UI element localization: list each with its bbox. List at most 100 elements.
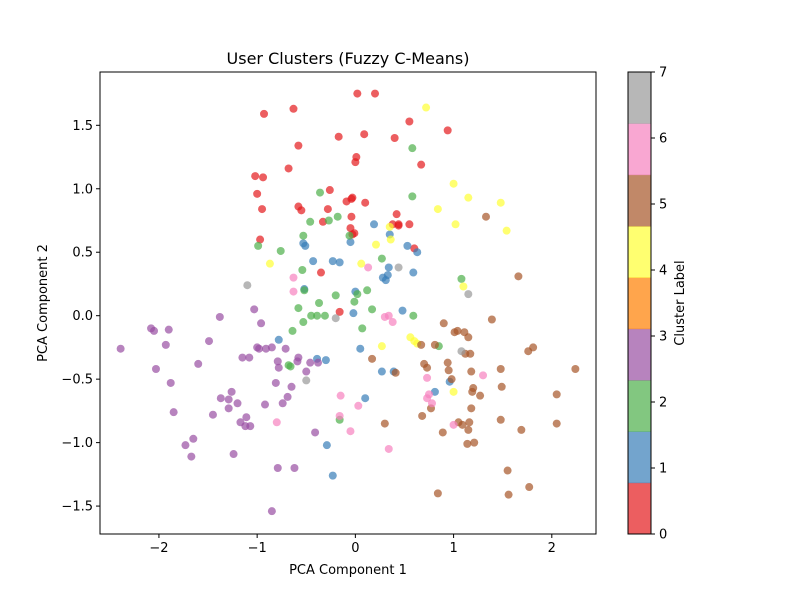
data-point-cluster-6 bbox=[417, 340, 426, 349]
data-point-cluster-3 bbox=[242, 413, 251, 422]
data-point-cluster-2 bbox=[333, 212, 342, 221]
data-point-cluster-6 bbox=[464, 333, 473, 342]
data-point-cluster-3 bbox=[302, 367, 311, 376]
data-point-cluster-0 bbox=[405, 220, 414, 229]
y-tick-label: −1.5 bbox=[61, 500, 93, 515]
data-point-cluster-3 bbox=[281, 344, 290, 353]
data-point-cluster-7 bbox=[346, 427, 355, 436]
data-point-cluster-5 bbox=[265, 259, 274, 268]
data-point-cluster-6 bbox=[529, 343, 538, 352]
data-point-cluster-3 bbox=[274, 363, 283, 372]
data-point-cluster-5 bbox=[459, 282, 468, 291]
data-point-cluster-3 bbox=[250, 305, 259, 314]
x-axis-ticks: −2 −1 0 1 2 bbox=[149, 534, 556, 556]
colorbar-segment bbox=[628, 482, 651, 535]
data-point-cluster-6 bbox=[380, 419, 389, 428]
data-point-cluster-0 bbox=[256, 235, 265, 244]
data-point-cluster-3 bbox=[241, 422, 250, 431]
data-point-cluster-3 bbox=[290, 464, 299, 472]
data-point-cluster-1 bbox=[346, 238, 355, 247]
data-point-cluster-2 bbox=[313, 311, 322, 320]
data-point-cluster-3 bbox=[267, 343, 276, 352]
data-point-cluster-2 bbox=[457, 274, 466, 283]
data-point-cluster-0 bbox=[260, 109, 269, 118]
data-point-cluster-6 bbox=[514, 272, 523, 281]
data-point-cluster-0 bbox=[323, 205, 332, 214]
data-point-cluster-0 bbox=[325, 186, 334, 195]
data-point-cluster-2 bbox=[331, 291, 340, 300]
data-point-cluster-1 bbox=[321, 356, 330, 365]
colorbar-tick-label: 3 bbox=[659, 330, 667, 345]
colorbar-segment bbox=[628, 174, 651, 227]
data-point-cluster-2 bbox=[345, 231, 354, 240]
data-point-cluster-3 bbox=[233, 399, 242, 408]
colorbar-tick-label: 0 bbox=[659, 528, 667, 543]
data-point-cluster-6 bbox=[465, 418, 474, 427]
data-point-cluster-2 bbox=[408, 144, 417, 153]
colorbar-tick-label: 1 bbox=[659, 462, 667, 477]
data-point-cluster-0 bbox=[443, 126, 452, 135]
data-point-cluster-3 bbox=[273, 357, 282, 366]
data-point-cluster-3 bbox=[287, 382, 296, 391]
data-point-cluster-3 bbox=[181, 441, 190, 450]
y-tick-label: 1.0 bbox=[72, 182, 93, 197]
data-point-cluster-6 bbox=[571, 365, 580, 373]
data-point-cluster-5 bbox=[422, 103, 431, 112]
data-point-cluster-7 bbox=[388, 318, 397, 327]
data-point-cluster-0 bbox=[289, 104, 298, 113]
data-point-cluster-1 bbox=[328, 257, 337, 266]
data-point-cluster-7 bbox=[384, 444, 393, 453]
x-tick-label: 0 bbox=[351, 541, 359, 556]
colorbar-segment bbox=[628, 226, 651, 278]
data-point-cluster-6 bbox=[443, 358, 452, 367]
data-point-cluster-1 bbox=[356, 344, 365, 353]
data-point-cluster-5 bbox=[449, 387, 458, 396]
data-point-cluster-1 bbox=[301, 241, 310, 250]
data-point-cluster-1 bbox=[309, 257, 318, 266]
data-point-cluster-2 bbox=[316, 188, 325, 197]
data-point-cluster-2 bbox=[307, 311, 316, 320]
data-point-cluster-8 bbox=[394, 263, 403, 272]
data-point-cluster-2 bbox=[320, 311, 329, 320]
data-point-cluster-0 bbox=[294, 202, 303, 211]
data-point-cluster-2 bbox=[377, 254, 386, 263]
data-point-cluster-2 bbox=[363, 286, 372, 295]
data-point-cluster-5 bbox=[502, 226, 511, 235]
data-point-cluster-1 bbox=[409, 268, 418, 277]
data-point-cluster-0 bbox=[371, 89, 380, 98]
data-point-cluster-5 bbox=[496, 198, 505, 207]
data-point-cluster-6 bbox=[467, 404, 476, 413]
data-point-cluster-3 bbox=[166, 378, 175, 387]
data-point-cluster-0 bbox=[361, 198, 370, 207]
data-point-cluster-5 bbox=[386, 235, 395, 244]
data-point-cluster-3 bbox=[271, 378, 280, 387]
data-point-cluster-1 bbox=[377, 367, 386, 376]
data-point-cluster-6 bbox=[418, 411, 427, 420]
data-point-cluster-7 bbox=[427, 399, 436, 408]
data-point-cluster-3 bbox=[311, 428, 320, 437]
data-point-cluster-7 bbox=[423, 373, 432, 382]
data-point-cluster-2 bbox=[408, 192, 417, 201]
data-point-cluster-2 bbox=[254, 241, 263, 250]
data-point-cluster-6 bbox=[368, 354, 377, 363]
colorbar-segment bbox=[628, 380, 651, 432]
data-point-cluster-6 bbox=[447, 375, 456, 384]
data-point-cluster-0 bbox=[251, 172, 260, 181]
data-point-cluster-7 bbox=[336, 391, 345, 400]
data-point-cluster-3 bbox=[227, 387, 236, 396]
data-point-cluster-2 bbox=[294, 304, 303, 313]
data-point-cluster-6 bbox=[482, 212, 490, 221]
data-point-cluster-6 bbox=[433, 489, 442, 498]
colorbar-tick-label: 5 bbox=[659, 198, 667, 213]
data-point-cluster-3 bbox=[116, 344, 125, 353]
data-point-cluster-1 bbox=[335, 258, 344, 267]
data-point-cluster-6 bbox=[503, 466, 512, 475]
data-point-cluster-8 bbox=[243, 281, 252, 290]
data-point-cluster-2 bbox=[324, 216, 333, 225]
data-point-cluster-6 bbox=[552, 390, 561, 399]
data-point-cluster-0 bbox=[253, 189, 262, 198]
colorbar-segment bbox=[628, 431, 651, 484]
data-point-cluster-3 bbox=[224, 395, 233, 404]
data-point-cluster-0 bbox=[347, 212, 356, 221]
